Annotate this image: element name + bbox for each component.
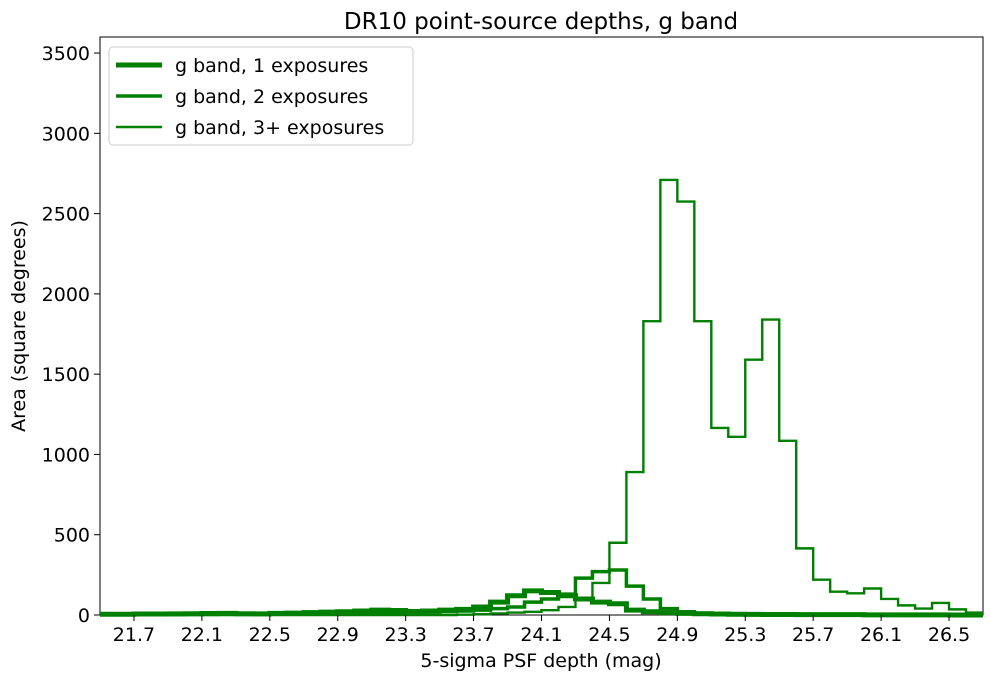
y-tick-label: 2000 xyxy=(42,284,90,306)
x-tick-label: 23.3 xyxy=(384,624,426,646)
legend-label-1: g band, 1 exposures xyxy=(175,55,368,77)
y-tick-label: 1500 xyxy=(42,364,90,386)
series-line-3 xyxy=(100,178,983,617)
y-tick-label: 2500 xyxy=(42,204,90,226)
y-tick-label: 0 xyxy=(78,605,90,627)
x-tick-label: 22.1 xyxy=(181,624,223,646)
x-tick-label: 22.9 xyxy=(317,624,359,646)
legend-label-3: g band, 3+ exposures xyxy=(175,117,384,139)
legend: g band, 1 exposures g band, 2 exposures g … xyxy=(108,46,414,146)
x-tick-label: 21.7 xyxy=(113,624,155,646)
x-tick-label: 22.5 xyxy=(249,624,291,646)
x-tick-label: 26.1 xyxy=(860,624,902,646)
y-axis-label: Area (square degrees) xyxy=(8,220,30,432)
x-tick-label: 23.7 xyxy=(452,624,494,646)
x-axis-label: 5-sigma PSF depth (mag) xyxy=(420,650,661,672)
x-tick-label: 25.7 xyxy=(792,624,834,646)
x-tick-label: 24.5 xyxy=(588,624,630,646)
x-tick-label: 26.5 xyxy=(928,624,970,646)
legend-box xyxy=(108,46,414,146)
y-axis-ticks: 0 500 1000 1500 2000 2500 3000 3500 xyxy=(42,43,100,627)
series-layer xyxy=(100,178,983,618)
legend-label-2: g band, 2 exposures xyxy=(175,86,368,108)
x-tick-label: 25.3 xyxy=(724,624,766,646)
chart-title: DR10 point-source depths, g band xyxy=(344,9,738,35)
y-tick-label: 1000 xyxy=(42,444,90,466)
y-tick-label: 3000 xyxy=(42,123,90,145)
y-tick-label: 500 xyxy=(54,525,90,547)
x-tick-label: 24.9 xyxy=(656,624,698,646)
y-tick-label: 3500 xyxy=(42,43,90,65)
x-tick-label: 24.1 xyxy=(520,624,562,646)
x-axis-ticks: 21.7 22.1 22.5 22.9 23.3 23.7 24.1 24.5 24.9 25.3… xyxy=(113,615,970,646)
